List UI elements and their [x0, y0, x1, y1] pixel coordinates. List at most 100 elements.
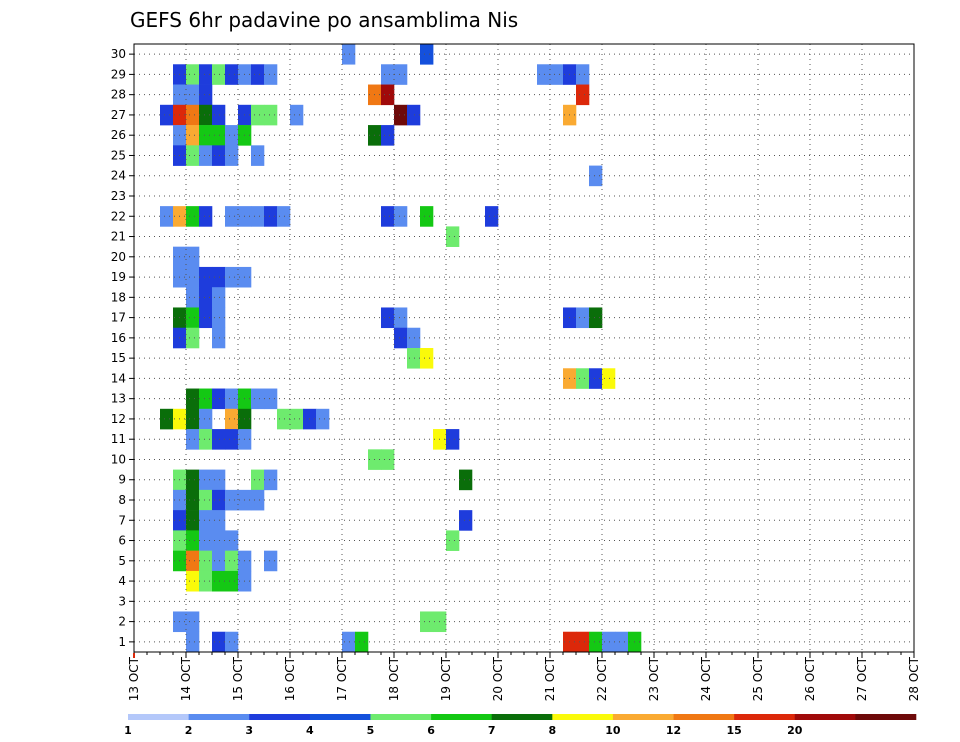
heatmap-cell [186, 206, 200, 227]
heatmap-cell [394, 307, 408, 329]
x-axis: 13 OCT 14 OCT 15 OCT 16 OCT 17 OCT 18 OCT 19 O… [127, 652, 921, 701]
heatmap-cell [381, 84, 395, 106]
x-tick-label: 24 OCT [699, 656, 713, 701]
y-tick-label: 6 [118, 534, 126, 548]
y-tick-label: 30 [111, 47, 126, 61]
heatmap-cell [186, 307, 200, 329]
y-tick-label: 2 [118, 615, 126, 629]
legend-swatch [855, 714, 917, 720]
heatmap-cell [381, 125, 395, 146]
heatmap-cell [342, 44, 356, 65]
legend-swatch [249, 714, 311, 720]
heatmap-cell [199, 307, 213, 329]
heatmap-cell [199, 266, 213, 288]
heatmap-cell [225, 530, 239, 551]
heatmap-cell [381, 206, 395, 227]
heatmap-cell [186, 287, 200, 308]
heatmap-cell [264, 550, 278, 572]
heatmap-cell [381, 307, 395, 329]
heatmap-cell [589, 165, 603, 187]
heatmap-cell [199, 287, 213, 308]
x-tick-label: 15 OCT [231, 656, 245, 701]
heatmap-cell [264, 206, 278, 227]
heatmap-cell [212, 145, 226, 166]
heatmap-cell [212, 307, 226, 329]
heatmap-cell [602, 631, 616, 653]
y-tick-label: 28 [111, 88, 126, 102]
legend-swatch [794, 714, 856, 720]
heatmap-cell [355, 631, 369, 653]
legend-label: 20 [787, 724, 803, 737]
heatmap-cell [576, 368, 590, 389]
heatmap-cell [212, 64, 226, 85]
y-tick-label: 1 [118, 635, 126, 649]
legend-swatch [128, 714, 189, 720]
heatmap-cell [394, 327, 408, 349]
heatmap-cell [225, 125, 239, 146]
heatmap-cell [186, 246, 200, 268]
heatmap-cell [186, 631, 200, 653]
heatmap-cell [225, 429, 239, 450]
x-tick-label: 23 OCT [647, 656, 661, 701]
heatmap-cell [225, 388, 239, 410]
heatmap-cell [199, 530, 213, 551]
heatmap-cell [186, 429, 200, 450]
x-tick-label: 16 OCT [283, 656, 297, 701]
x-tick-label: 18 OCT [387, 656, 401, 701]
heatmap-cell [212, 489, 226, 511]
legend-label: 12 [666, 724, 681, 737]
legend-label: 15 [726, 724, 741, 737]
chart-title: GEFS 6hr padavine po ansamblima Nis [130, 8, 518, 32]
heatmap-cell [225, 206, 239, 227]
x-tick-label: 26 OCT [803, 656, 817, 701]
legend-swatch [552, 714, 614, 720]
x-tick-label: 22 OCT [595, 656, 609, 701]
heatmap-cell [199, 510, 213, 531]
heatmap-cell [446, 429, 460, 450]
y-tick-label: 21 [111, 230, 126, 244]
heatmap-cell [199, 64, 213, 85]
heatmap-cell [225, 631, 239, 653]
heatmap-cell [264, 469, 278, 491]
x-tick-label: 20 OCT [491, 656, 505, 701]
heatmap-cell [576, 307, 590, 329]
heatmap-cell [251, 206, 265, 227]
x-tick-label: 28 OCT [907, 656, 921, 701]
heatmap-cell [186, 64, 200, 85]
y-tick-label: 7 [118, 513, 126, 527]
heatmap-cell [381, 449, 395, 470]
heatmap-cell [290, 408, 304, 430]
heatmap-cell [290, 104, 304, 126]
heatmap-cell [199, 550, 213, 572]
heatmap-cell [394, 206, 408, 227]
y-tick-label: 13 [111, 392, 126, 406]
heatmap-cell [186, 530, 200, 551]
grid-lines [134, 44, 914, 652]
heatmap-cell [199, 104, 213, 126]
legend-label: 1 [124, 724, 132, 737]
heatmap-cell [186, 388, 200, 410]
heatmap-cell [160, 408, 174, 430]
y-tick-label: 18 [111, 290, 126, 304]
heatmap-cell [407, 104, 421, 126]
legend-label: 7 [488, 724, 496, 737]
heatmap-cell [251, 145, 265, 166]
heatmap-cell [225, 550, 239, 572]
y-tick-label: 29 [111, 67, 126, 81]
x-tick-label: 13 OCT [127, 656, 141, 701]
heatmap-cell [264, 388, 278, 410]
heatmap-cell [485, 206, 499, 227]
heatmap-cell [186, 327, 200, 349]
legend-label: 3 [245, 724, 253, 737]
heatmap-cell [277, 408, 291, 430]
heatmap-cell [264, 64, 278, 85]
heatmap-cell [446, 530, 460, 551]
heatmap-cell [186, 266, 200, 288]
y-tick-label: 26 [111, 128, 126, 142]
heatmap-cell [199, 570, 213, 592]
heatmap-cell [342, 631, 356, 653]
y-tick-label: 5 [118, 554, 126, 568]
legend-label: 4 [306, 724, 314, 737]
heatmap-cell [212, 631, 226, 653]
